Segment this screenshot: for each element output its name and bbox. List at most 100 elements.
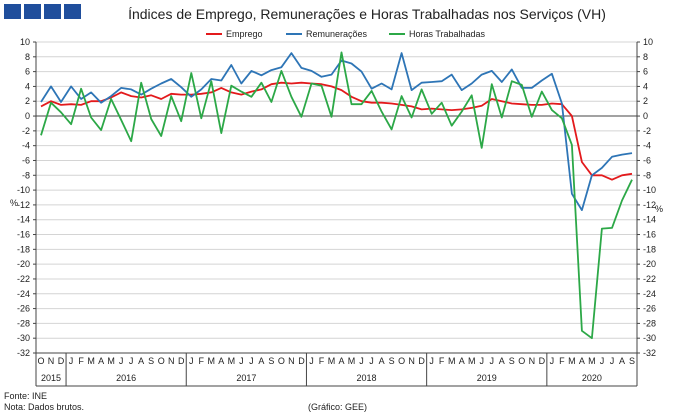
x-tick-label-month: D xyxy=(539,356,546,366)
y-tick-label-left: -26 xyxy=(17,304,30,314)
x-tick-label-month: J xyxy=(600,356,605,366)
x-tick-label-month: M xyxy=(228,356,236,366)
x-tick-label-month: J xyxy=(359,356,364,366)
x-tick-label-month: M xyxy=(568,356,576,366)
legend-swatch-horas-trabalhadas xyxy=(389,33,405,35)
source-note: Fonte: INE xyxy=(4,391,48,401)
y-tick-label-right: -14 xyxy=(643,215,656,225)
legend-item-emprego: Emprego xyxy=(206,29,263,39)
y-tick-label-right: -10 xyxy=(643,185,656,195)
y-tick-label-left: -2 xyxy=(22,126,30,136)
x-tick-label-month: A xyxy=(379,356,385,366)
y-tick-label-right: -18 xyxy=(643,244,656,254)
x-tick-label-month: J xyxy=(429,356,434,366)
brand-logo xyxy=(4,4,81,19)
x-tick-label-month: M xyxy=(448,356,456,366)
y-tick-label-left: 2 xyxy=(25,96,30,106)
x-tick-label-month: A xyxy=(579,356,585,366)
y-tick-label-left: 4 xyxy=(25,81,30,91)
x-tick-label-year: 2017 xyxy=(236,373,256,383)
y-tick-label-left: 0 xyxy=(25,111,30,121)
x-tick-label-month: N xyxy=(168,356,175,366)
x-tick-label-month: N xyxy=(529,356,536,366)
legend-label-remuneracoes: Remunerações xyxy=(306,29,368,39)
x-tick-label-month: O xyxy=(38,356,45,366)
y-tick-label-right: 0 xyxy=(643,111,648,121)
y-tick-label-right: 4 xyxy=(643,81,648,91)
y-tick-label-right: -20 xyxy=(643,259,656,269)
y-tick-label-left: -30 xyxy=(17,333,30,343)
x-tick-label-month: J xyxy=(119,356,124,366)
y-tick-label-left: 10 xyxy=(20,37,30,47)
legend-item-horas-trabalhadas: Horas Trabalhadas xyxy=(389,29,485,39)
y-tick-label-right: -16 xyxy=(643,230,656,240)
y-tick-label-left: -14 xyxy=(17,215,30,225)
y-tick-label-right: -28 xyxy=(643,318,656,328)
x-tick-label-month: M xyxy=(328,356,336,366)
x-tick-label-month: O xyxy=(398,356,405,366)
x-tick-label-month: A xyxy=(98,356,104,366)
y-tick-label-right: 10 xyxy=(643,37,653,47)
y-tick-label-right: 2 xyxy=(643,96,648,106)
y-tick-label-right: -24 xyxy=(643,289,656,299)
x-tick-label-month: J xyxy=(490,356,495,366)
y-tick-label-left: -18 xyxy=(17,244,30,254)
x-tick-label-month: J xyxy=(189,356,194,366)
y-tick-label-left: -6 xyxy=(22,155,30,165)
y-tick-label-left: -20 xyxy=(17,259,30,269)
y-tick-label-right: 8 xyxy=(643,52,648,62)
x-tick-label-month: F xyxy=(439,356,445,366)
y-tick-label-right: -4 xyxy=(643,141,651,151)
x-tick-label-month: N xyxy=(288,356,295,366)
x-tick-label-month: M xyxy=(208,356,216,366)
y-tick-label-right: -12 xyxy=(643,200,656,210)
x-tick-label-month: M xyxy=(348,356,356,366)
legend-swatch-emprego xyxy=(206,33,222,35)
y-tick-label-left: -10 xyxy=(17,185,30,195)
x-tick-label-month: D xyxy=(178,356,185,366)
x-tick-label-month: O xyxy=(518,356,525,366)
x-tick-label-month: J xyxy=(239,356,244,366)
x-tick-label-month: D xyxy=(58,356,65,366)
x-tick-label-month: N xyxy=(48,356,55,366)
x-tick-label-month: A xyxy=(619,356,625,366)
x-tick-label-month: J xyxy=(610,356,615,366)
chart-credit: (Gráfico: GEE) xyxy=(308,402,368,412)
y-tick-label-left: -28 xyxy=(17,318,30,328)
y-axis-label-left: % xyxy=(10,198,18,208)
legend-swatch-remuneracoes xyxy=(286,33,302,35)
x-tick-label-month: J xyxy=(249,356,254,366)
x-tick-label-month: S xyxy=(389,356,395,366)
y-tick-label-left: 6 xyxy=(25,67,30,77)
x-tick-label-month: F xyxy=(319,356,325,366)
x-tick-label-year: 2016 xyxy=(116,373,136,383)
y-tick-label-left: -32 xyxy=(17,348,30,358)
data-note: Nota: Dados brutos. xyxy=(4,402,85,412)
x-tick-label-month: A xyxy=(339,356,345,366)
x-tick-label-month: J xyxy=(129,356,134,366)
y-tick-label-left: -22 xyxy=(17,274,30,284)
legend-label-horas-trabalhadas: Horas Trabalhadas xyxy=(409,29,486,39)
x-tick-label-month: A xyxy=(459,356,465,366)
y-tick-label-left: 8 xyxy=(25,52,30,62)
x-tick-label-month: J xyxy=(69,356,74,366)
y-tick-label-left: -24 xyxy=(17,289,30,299)
x-tick-label-month: A xyxy=(218,356,224,366)
x-tick-label-month: F xyxy=(78,356,84,366)
y-tick-label-left: -12 xyxy=(17,200,30,210)
x-tick-label-year: 2020 xyxy=(582,373,602,383)
x-tick-label-month: J xyxy=(369,356,374,366)
x-tick-label-month: S xyxy=(268,356,274,366)
x-tick-label-month: O xyxy=(158,356,165,366)
series-line-remuneracoes xyxy=(40,52,633,212)
x-tick-label-month: M xyxy=(468,356,476,366)
x-tick-label-month: M xyxy=(87,356,95,366)
x-tick-label-month: J xyxy=(309,356,314,366)
chart-title: Índices de Emprego, Remunerações e Horas… xyxy=(128,6,606,22)
series-line-horas-trabalhadas xyxy=(40,51,633,340)
y-tick-label-right: -22 xyxy=(643,274,656,284)
x-tick-label-month: A xyxy=(258,356,264,366)
y-tick-label-right: -6 xyxy=(643,155,651,165)
x-tick-label-month: J xyxy=(479,356,484,366)
